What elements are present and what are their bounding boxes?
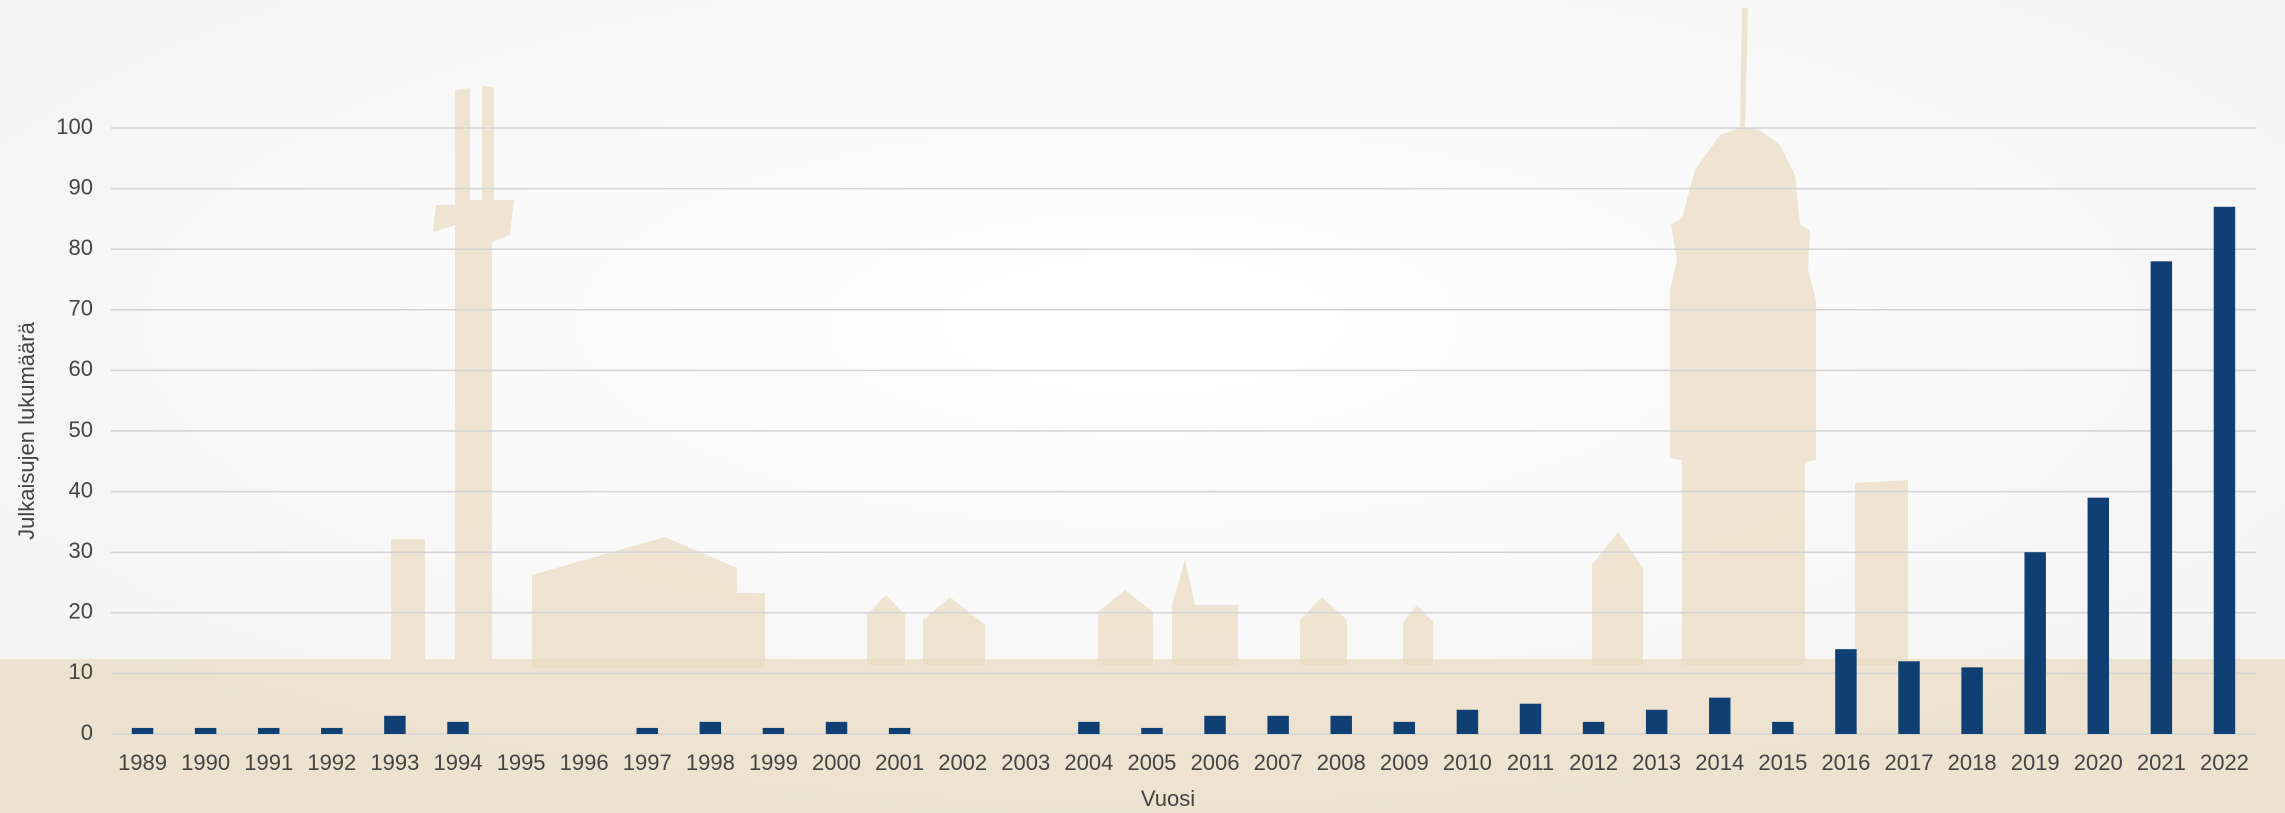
bar xyxy=(2151,261,2172,734)
x-tick-label: 2021 xyxy=(2137,750,2186,775)
x-tick-label: 2004 xyxy=(1064,750,1113,775)
x-tick-label: 1998 xyxy=(686,750,735,775)
x-tick-label: 2002 xyxy=(938,750,987,775)
x-tick-label: 2000 xyxy=(812,750,861,775)
bar xyxy=(700,722,721,734)
bar xyxy=(763,728,784,734)
bar xyxy=(195,728,216,734)
x-tick-label: 2008 xyxy=(1317,750,1366,775)
bar xyxy=(1330,716,1351,734)
bar xyxy=(1583,722,1604,734)
x-tick-label: 2020 xyxy=(2074,750,2123,775)
bar xyxy=(321,728,342,734)
y-tick-label: 60 xyxy=(69,356,93,381)
x-tick-label: 2011 xyxy=(1507,750,1554,775)
y-axis-label: Julkaisujen lukumäärä xyxy=(14,321,39,539)
bar xyxy=(1772,722,1793,734)
bar xyxy=(258,728,279,734)
chart: Vuosi Julkaisujen lukumäärä 0 10 20 30 40 50 6… xyxy=(0,0,2285,813)
y-tick-label: 70 xyxy=(69,296,93,321)
x-tick-label: 1997 xyxy=(623,750,672,775)
x-tick-label: 1990 xyxy=(181,750,230,775)
x-tick-label: 2007 xyxy=(1254,750,1303,775)
y-tick-label: 90 xyxy=(69,174,93,199)
y-tick-label: 0 xyxy=(81,720,93,745)
x-tick-label: 2012 xyxy=(1569,750,1618,775)
bar xyxy=(2024,552,2045,734)
x-tick-label: 2009 xyxy=(1380,750,1429,775)
x-tick-label: 2006 xyxy=(1191,750,1240,775)
bar xyxy=(1709,698,1730,734)
bar xyxy=(1457,710,1478,734)
x-tick-label: 1994 xyxy=(434,750,483,775)
y-tick-label: 20 xyxy=(69,599,93,624)
x-tick-label: 2010 xyxy=(1443,750,1492,775)
x-axis-label: Vuosi xyxy=(1141,786,1195,811)
y-tick-label: 40 xyxy=(69,477,93,502)
y-tick-label: 10 xyxy=(69,659,93,684)
bar xyxy=(2088,498,2109,734)
bar xyxy=(384,716,405,734)
bar xyxy=(826,722,847,734)
x-tick-label: 2018 xyxy=(1948,750,1997,775)
bar xyxy=(1267,716,1288,734)
bar xyxy=(1204,716,1225,734)
y-tick-label: 100 xyxy=(56,114,93,139)
x-tick-label: 1989 xyxy=(118,750,167,775)
x-tick-label: 1992 xyxy=(307,750,356,775)
x-tick-label: 1991 xyxy=(244,750,293,775)
bar xyxy=(1646,710,1667,734)
x-tick-label: 2013 xyxy=(1632,750,1681,775)
x-tick-label: 2001 xyxy=(875,750,924,775)
x-tick-label: 2019 xyxy=(2011,750,2060,775)
x-tick-label: 2016 xyxy=(1821,750,1870,775)
y-tick-label: 80 xyxy=(69,235,93,260)
y-tick-label: 30 xyxy=(69,538,93,563)
bar xyxy=(1835,649,1856,734)
bar xyxy=(1394,722,1415,734)
bar xyxy=(1898,661,1919,734)
x-tick-label: 2005 xyxy=(1127,750,1176,775)
x-tick-label: 2022 xyxy=(2200,750,2249,775)
x-tick-label: 2017 xyxy=(1885,750,1934,775)
bar xyxy=(1078,722,1099,734)
x-tick-label: 1999 xyxy=(749,750,798,775)
bar xyxy=(637,728,658,734)
y-tick-label: 50 xyxy=(69,417,93,442)
x-tick-label: 1993 xyxy=(370,750,419,775)
x-tick-label: 1995 xyxy=(497,750,546,775)
x-tick-label: 2015 xyxy=(1758,750,1807,775)
bar xyxy=(889,728,910,734)
bar xyxy=(1961,667,1982,734)
x-tick-label: 1996 xyxy=(560,750,609,775)
bar xyxy=(132,728,153,734)
x-tick-label: 2014 xyxy=(1695,750,1744,775)
bar xyxy=(2214,207,2235,734)
bar xyxy=(447,722,468,734)
bar xyxy=(1520,704,1541,734)
x-tick-label: 2003 xyxy=(1001,750,1050,775)
bar xyxy=(1141,728,1162,734)
